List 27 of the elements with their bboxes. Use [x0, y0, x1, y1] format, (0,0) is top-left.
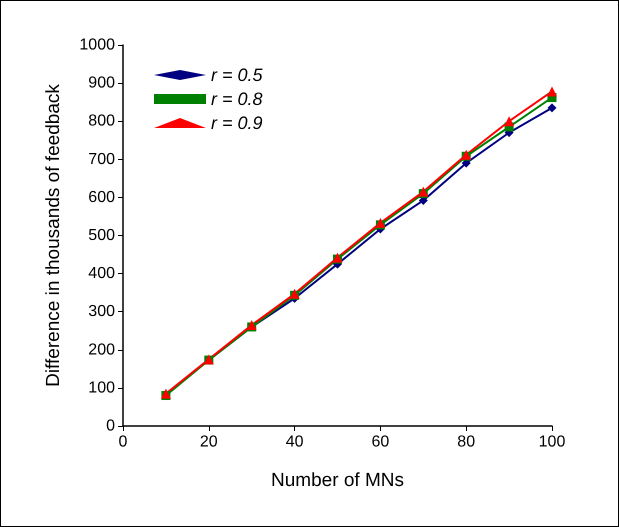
- x-tick-label: 40: [286, 434, 304, 450]
- x-tick-label: 80: [457, 434, 476, 450]
- y-tick-label: 500: [88, 227, 116, 244]
- y-tick-label: 800: [88, 112, 116, 130]
- point: [504, 116, 514, 126]
- y-tick-label: 700: [88, 150, 116, 168]
- y-tick-label: 200: [88, 341, 116, 358]
- x-tick-label: 20: [200, 434, 218, 450]
- x-tick-label: 60: [372, 434, 390, 450]
- y-tick-label: 300: [88, 303, 116, 320]
- legend-label: r = 0.9: [211, 113, 263, 133]
- point: [548, 103, 556, 112]
- point: [547, 86, 557, 96]
- x-axis-title: Number of MNs: [270, 470, 404, 491]
- legend-label: r = 0.8: [211, 89, 263, 109]
- x-tick-label: 100: [538, 434, 566, 450]
- point: [418, 186, 428, 197]
- y-axis-title: Difference in thousands of feedback: [43, 84, 64, 387]
- legend-label: r = 0.5: [211, 65, 264, 85]
- y-tick-label: 1000: [79, 36, 116, 54]
- y-tick-label: 600: [88, 188, 116, 206]
- y-tick-label: 100: [88, 379, 116, 396]
- point: [375, 218, 386, 228]
- y-tick-label: 900: [88, 74, 116, 92]
- y-tick-label: 400: [88, 265, 116, 282]
- x-tick-label: 0: [118, 434, 128, 450]
- y-tick-label: 0: [106, 418, 116, 434]
